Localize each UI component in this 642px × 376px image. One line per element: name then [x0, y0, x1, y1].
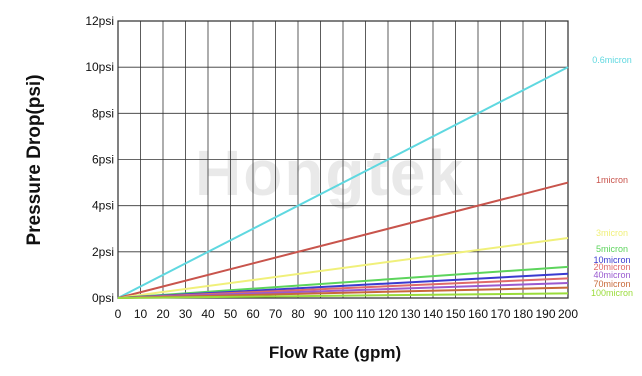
x-tick-label: 80: [291, 307, 305, 321]
x-tick-label: 130: [400, 307, 420, 321]
y-tick-label: 6psi: [92, 153, 114, 167]
series-label-20micron: 20micron: [593, 262, 630, 272]
x-tick-label: 160: [468, 307, 488, 321]
series-lines: [117, 66, 569, 299]
series-label-3micron: 3micron: [596, 228, 628, 238]
series-line-5micron: [117, 265, 569, 299]
x-tick-label: 20: [156, 307, 170, 321]
y-tick-label: 4psi: [92, 199, 114, 213]
series-line-100micron: [117, 292, 569, 299]
x-tick-label: 110: [356, 307, 375, 321]
x-tick-label: 200: [558, 307, 578, 321]
x-tick-label: 90: [314, 307, 328, 321]
series-line-0.6micron: [117, 66, 569, 299]
series-labels: 0.6micron 1micron 3micron 5micron10micron20…: [591, 55, 633, 298]
x-axis-label: Flow Rate (gpm): [269, 343, 401, 362]
x-tick-label: 140: [423, 307, 443, 321]
x-tick-label: 0: [115, 307, 122, 321]
x-tick-labels: 0 10 20 30 40 50 60 70 80 90 100 110 120 130 140 150 160…: [115, 307, 579, 321]
x-tick-label: 40: [201, 307, 215, 321]
series-line-3micron: [117, 236, 569, 299]
watermark-logo: Hongtek: [195, 137, 465, 209]
series-label-10micron: 10micron: [593, 255, 630, 265]
y-tick-labels: 0psi 2psi 4psi 6psi 8psi 10psi 12psi: [85, 14, 114, 305]
series-label-1micron: 1micron: [596, 175, 628, 185]
y-axis-label: Pressure Drop(psi): [24, 74, 45, 245]
series-label-0.6micron: 0.6micron: [592, 55, 632, 65]
x-tick-label: 170: [490, 307, 510, 321]
x-tick-label: 10: [134, 307, 148, 321]
x-tick-label: 50: [224, 307, 238, 321]
y-tick-label: 8psi: [92, 106, 114, 120]
series-label-70micron: 70micron: [593, 279, 630, 289]
x-tick-label: 180: [513, 307, 533, 321]
y-tick-label: 2psi: [92, 245, 114, 259]
y-tick-label: 0psi: [92, 291, 114, 305]
x-tick-label: 150: [445, 307, 465, 321]
series-label-100micron: 100micron: [591, 288, 633, 298]
x-tick-label: 100: [333, 307, 353, 321]
y-tick-label: 10psi: [85, 60, 114, 74]
series-line-1micron: [117, 181, 569, 299]
series-label-40micron: 40micron: [593, 270, 630, 280]
x-tick-label: 190: [535, 307, 555, 321]
series-label-5micron: 5micron: [596, 244, 628, 254]
x-tick-label: 120: [378, 307, 398, 321]
y-tick-label: 12psi: [85, 14, 114, 28]
grid: [117, 20, 569, 299]
x-tick-label: 70: [269, 307, 283, 321]
x-tick-label: 30: [179, 307, 193, 321]
x-tick-label: 60: [246, 307, 260, 321]
